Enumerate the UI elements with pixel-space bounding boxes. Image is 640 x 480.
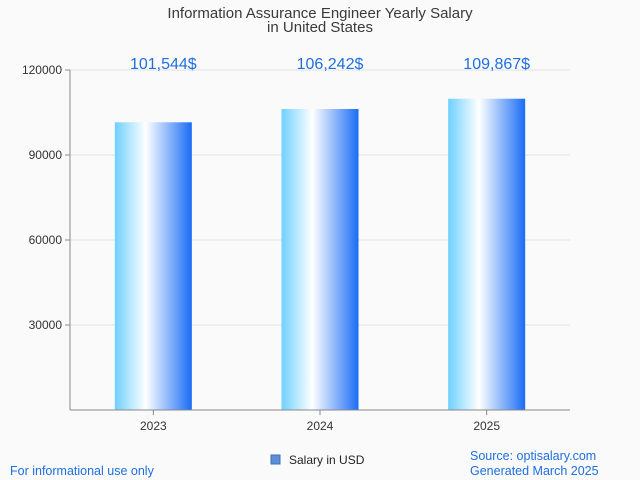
bars [114,98,526,411]
bar [114,122,192,411]
bar [448,98,526,410]
x-axis-ticks: 2023 2024 2025 [140,410,500,433]
legend-swatch [270,454,281,465]
y-tick-label: 120000 [22,63,62,77]
data-label: 101,544$ [130,56,197,73]
x-tick-label: 2025 [473,419,500,433]
footer: For informational use only Source: optis… [10,449,599,478]
legend: Salary in USD [270,453,365,467]
footer-generated: Generated March 2025 [470,464,599,478]
chart-title-line-1: Information Assurance Engineer Yearly Sa… [167,5,473,22]
y-axis-ticks: 30000 60000 90000 120000 [22,63,70,332]
footer-note: For informational use only [10,464,155,478]
chart-title-line-2: in United States [267,19,373,36]
y-tick-label: 60000 [29,233,63,247]
y-tick-label: 90000 [29,148,63,162]
x-tick-label: 2023 [140,419,167,433]
data-label: 109,867$ [463,56,530,73]
bar [281,108,359,410]
data-labels: 101,544$ 106,242$ 109,867$ [130,56,530,73]
data-label: 106,242$ [297,56,364,73]
chart-title: Information Assurance Engineer Yearly Sa… [167,5,473,36]
y-tick-label: 30000 [29,318,63,332]
footer-source: Source: optisalary.com [470,449,596,463]
x-tick-label: 2024 [307,419,334,433]
legend-label: Salary in USD [289,453,365,467]
